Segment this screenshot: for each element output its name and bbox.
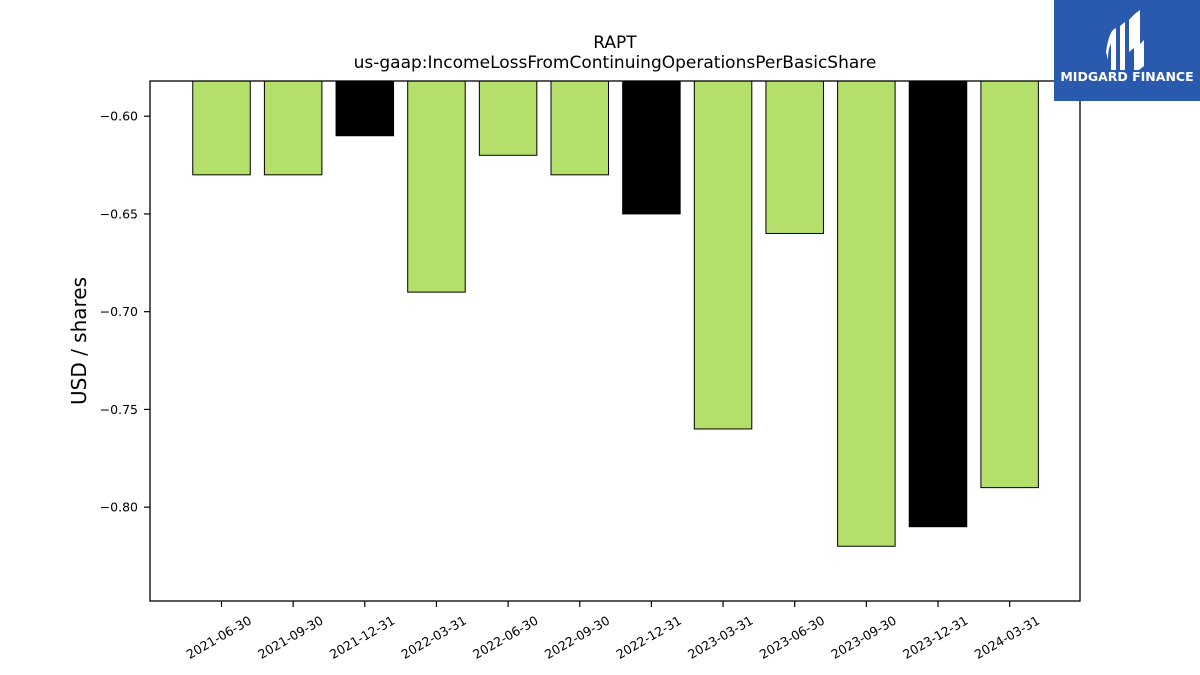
logo-background — [1054, 0, 1200, 101]
y-axis-ticks: −0.60 −0.65 −0.70 −0.75 −0.80 — [100, 109, 150, 515]
y-tick-label: −0.60 — [100, 109, 138, 124]
x-tick-label: 2021-06-30 — [184, 613, 254, 662]
x-tick-label: 2022-09-30 — [542, 613, 612, 662]
bar-2024-03-31 — [980, 80, 1039, 489]
plot-frame — [149, 80, 1081, 602]
x-tick-label: 2021-09-30 — [255, 613, 325, 662]
bars-layer — [192, 80, 1039, 547]
bar-2023-12-31 — [908, 80, 968, 528]
y-tick-label: −0.70 — [100, 304, 138, 319]
x-tick-label: 2022-06-30 — [470, 613, 540, 662]
x-tick-label: 2023-12-31 — [900, 613, 970, 662]
bar-2023-09-30 — [837, 80, 896, 547]
y-tick-label: −0.80 — [100, 500, 138, 515]
bar-2022-09-30 — [550, 80, 609, 176]
x-tick-label: 2021-12-31 — [327, 613, 397, 662]
chart-subtitle: us-gaap:IncomeLossFromContinuingOperatio… — [354, 53, 877, 73]
midgard-logo-icon — [1106, 10, 1144, 70]
y-tick-label: −0.75 — [100, 402, 138, 417]
x-tick-label: 2023-03-31 — [685, 613, 755, 662]
x-tick-label: 2022-12-31 — [613, 613, 683, 662]
bar-2022-12-31 — [622, 80, 681, 215]
bar-2022-06-30 — [478, 80, 538, 156]
x-tick-label: 2023-09-30 — [828, 613, 898, 662]
y-tick-label: −0.65 — [100, 206, 138, 221]
bar-2021-09-30 — [263, 80, 323, 176]
chart-title: RAPT — [593, 33, 637, 53]
x-tick-label: 2024-03-31 — [972, 613, 1042, 662]
logo-text: MIDGARD FINANCE — [1060, 69, 1193, 84]
y-axis-label: USD / shares — [67, 277, 91, 405]
bar-2023-03-31 — [693, 80, 753, 430]
bar-2022-03-31 — [407, 80, 466, 293]
x-axis-ticks: 2021-06-30 2021-09-30 2021-12-31 2022-03-31… — [184, 601, 1042, 662]
bar-2023-06-30 — [765, 80, 824, 234]
bar-2021-06-30 — [192, 80, 251, 176]
brand-logo: MIDGARD FINANCE — [1054, 0, 1200, 101]
x-tick-label: 2022-03-31 — [399, 613, 469, 662]
x-tick-label: 2023-06-30 — [757, 613, 827, 662]
bar-2021-12-31 — [335, 80, 395, 137]
